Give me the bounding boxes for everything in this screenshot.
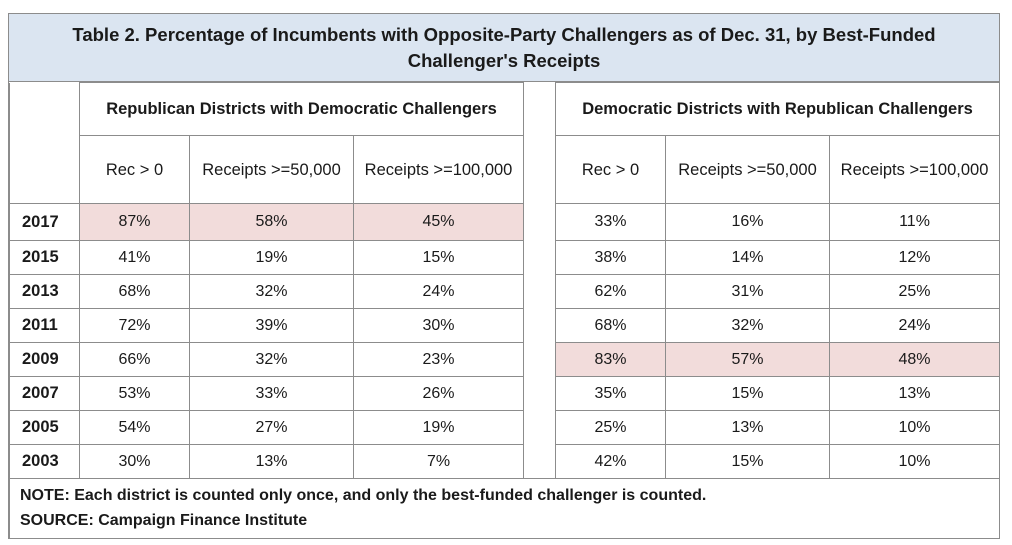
table-row: 2003 30% 13% 7% 42% 15% 10% [9, 444, 999, 479]
year-cell: 2005 [9, 410, 80, 445]
dem-100k-header: Receipts >=100,000 [829, 135, 999, 204]
dem-value-cell: 10% [829, 410, 999, 445]
year-cell: 2009 [9, 342, 80, 377]
republican-group-header: Republican Districts with Democratic Cha… [78, 82, 525, 136]
rep-50k-header: Receipts >=50,000 [189, 135, 354, 204]
gap-cell [523, 308, 557, 343]
rep-value-cell: 66% [79, 342, 190, 377]
sub-header-row: Rec > 0 Receipts >=50,000 Receipts >=100… [10, 135, 999, 204]
dem-value-cell: 15% [665, 376, 831, 411]
note-text: NOTE: Each district is counted only once… [20, 487, 707, 504]
dem-value-cell: 11% [829, 203, 999, 241]
dem-value-cell: 83% [555, 342, 667, 377]
table-title: Table 2. Percentage of Incumbents with O… [9, 14, 999, 82]
rep-value-cell: 30% [352, 308, 525, 343]
gap-cell [523, 240, 557, 275]
rep-value-cell: 27% [189, 410, 354, 445]
rep-value-cell: 68% [79, 274, 190, 309]
gap-cell [523, 342, 557, 377]
year-cell: 2017 [9, 203, 80, 241]
table-row: 2011 72% 39% 30% 68% 32% 24% [9, 308, 999, 343]
gap-cell [523, 376, 557, 411]
table-row: 2007 53% 33% 26% 35% 15% 13% [9, 376, 999, 411]
dem-value-cell: 62% [555, 274, 667, 309]
note-row: NOTE: Each district is counted only once… [9, 478, 999, 538]
dem-value-cell: 68% [555, 308, 667, 343]
dem-value-cell: 24% [829, 308, 999, 343]
group-header-row: Republican Districts with Democratic Cha… [9, 82, 999, 204]
rep-value-cell: 13% [189, 444, 354, 479]
rep-value-cell: 72% [79, 308, 190, 343]
dem-value-cell: 13% [665, 410, 831, 445]
dem-value-cell: 57% [665, 342, 831, 377]
democratic-group-header: Democratic Districts with Republican Cha… [555, 82, 999, 136]
rep-value-cell: 54% [79, 410, 190, 445]
source-text: SOURCE: Campaign Finance Institute [20, 512, 308, 529]
dem-value-cell: 33% [555, 203, 667, 241]
gap-cell [523, 274, 557, 309]
rep-value-cell: 58% [189, 203, 354, 241]
dem-value-cell: 14% [665, 240, 831, 275]
dem-value-cell: 42% [555, 444, 667, 479]
dem-value-cell: 12% [829, 240, 999, 275]
gap-cell [523, 410, 557, 445]
rep-value-cell: 7% [352, 444, 525, 479]
rep-value-cell: 87% [79, 203, 190, 241]
dem-value-cell: 32% [665, 308, 831, 343]
year-cell: 2007 [9, 376, 80, 411]
gap-cell [523, 82, 557, 204]
rep-value-cell: 33% [189, 376, 354, 411]
rep-value-cell: 45% [352, 203, 525, 241]
rep-value-cell: 32% [189, 342, 354, 377]
gap-cell [523, 203, 557, 241]
rep-value-cell: 53% [79, 376, 190, 411]
rep-value-cell: 24% [352, 274, 525, 309]
table-row: 2015 41% 19% 15% 38% 14% 12% [9, 240, 999, 275]
rep-value-cell: 39% [189, 308, 354, 343]
year-cell: 2003 [9, 444, 80, 479]
table-row: 2009 66% 32% 23% 83% 57% 48% [9, 342, 999, 377]
rep-value-cell: 26% [352, 376, 525, 411]
rep-value-cell: 23% [352, 342, 525, 377]
dem-value-cell: 48% [829, 342, 999, 377]
rep-value-cell: 41% [79, 240, 190, 275]
year-cell: 2013 [9, 274, 80, 309]
table-body: 2017 87% 58% 45% 33% 16% 11% 2015 41% 19% 15% 38% 14… [9, 203, 999, 479]
rep-rec-header: Rec > 0 [79, 135, 190, 204]
dem-value-cell: 25% [555, 410, 667, 445]
rep-value-cell: 32% [189, 274, 354, 309]
dem-value-cell: 10% [829, 444, 999, 479]
dem-rec-header: Rec > 0 [555, 135, 667, 204]
table-frame: Table 2. Percentage of Incumbents with O… [8, 13, 1000, 539]
dem-value-cell: 13% [829, 376, 999, 411]
dem-value-cell: 15% [665, 444, 831, 479]
rep-value-cell: 15% [352, 240, 525, 275]
corner-cell [9, 82, 80, 204]
rep-value-cell: 19% [352, 410, 525, 445]
note-cell: NOTE: Each district is counted only once… [9, 478, 999, 538]
year-cell: 2015 [9, 240, 80, 275]
dem-50k-header: Receipts >=50,000 [665, 135, 831, 204]
gap-cell [523, 444, 557, 479]
rep-value-cell: 30% [79, 444, 190, 479]
year-cell: 2011 [9, 308, 80, 343]
data-table: Republican Districts with Democratic Cha… [9, 82, 999, 538]
rep-value-cell: 19% [189, 240, 354, 275]
dem-value-cell: 16% [665, 203, 831, 241]
dem-value-cell: 25% [829, 274, 999, 309]
dem-value-cell: 38% [555, 240, 667, 275]
table-row: 2017 87% 58% 45% 33% 16% 11% [9, 203, 999, 241]
dem-value-cell: 35% [555, 376, 667, 411]
dem-value-cell: 31% [665, 274, 831, 309]
table-row: 2013 68% 32% 24% 62% 31% 25% [9, 274, 999, 309]
rep-100k-header: Receipts >=100,000 [352, 135, 525, 204]
table-row: 2005 54% 27% 19% 25% 13% 10% [9, 410, 999, 445]
